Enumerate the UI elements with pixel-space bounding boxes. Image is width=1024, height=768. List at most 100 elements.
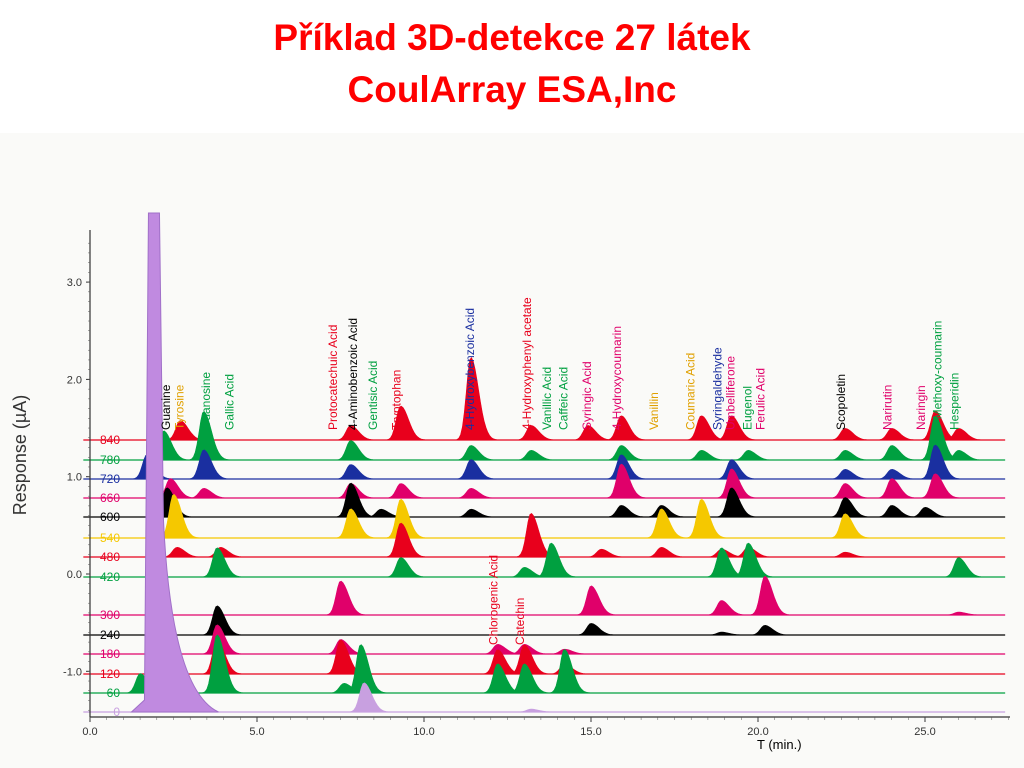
peak-600-7	[827, 497, 871, 518]
peak-300-2	[703, 600, 748, 616]
peak-780-11	[941, 449, 985, 461]
series-label-720: 720	[100, 472, 120, 486]
peak-780-7	[730, 449, 775, 461]
series-label-300: 300	[100, 608, 120, 622]
peak-240-3	[747, 624, 791, 636]
peak-0-0	[346, 682, 390, 713]
peak-600-1	[333, 482, 377, 518]
peak-720-8	[917, 444, 962, 480]
compound-label-7: Tryptophan	[390, 370, 404, 430]
peak-720-4	[603, 454, 648, 480]
compound-label-13: 4-Hydroxycoumarin	[610, 326, 624, 430]
peak-660-7	[827, 483, 871, 499]
peak-240-2	[703, 631, 748, 636]
y-tick-label-0: -1.0	[63, 666, 82, 678]
peak-300-0	[323, 580, 367, 616]
peak-780-2	[333, 440, 377, 461]
compound-label-20: Scopoletin	[834, 374, 848, 430]
peak-420-5	[730, 542, 775, 578]
peak-120-3	[506, 644, 551, 675]
peak-720-5	[713, 459, 758, 480]
peak-60-5	[506, 663, 551, 694]
peak-480-8	[827, 551, 871, 558]
compound-label-24: Hesperidin	[947, 373, 961, 430]
peak-780-6	[683, 449, 728, 461]
peak-300-1	[573, 585, 618, 616]
compound-label-3: Gallic Acid	[223, 374, 237, 430]
peak-660-6	[713, 468, 758, 499]
compound-label-2: Guanosine	[199, 372, 213, 430]
peak-840-9	[827, 428, 871, 441]
series-label-600: 600	[100, 510, 120, 524]
peak-240-1	[573, 623, 618, 636]
peak-420-6	[940, 557, 985, 578]
compound-label-4: Protocatechuic Acid	[326, 325, 340, 430]
compound-label-17: Umbelliferone	[724, 356, 738, 430]
peak-840-3	[453, 357, 497, 441]
series-label-480: 480	[100, 550, 120, 564]
compound-label-23: 7-Methoxy-coumarin	[931, 321, 945, 430]
peak-540-3	[643, 508, 688, 539]
compound-label-18: Eugenol	[740, 386, 754, 430]
peak-240-0	[199, 605, 244, 636]
peak-300-4	[941, 611, 985, 616]
compound-label-19: Ferulic Acid	[754, 368, 768, 430]
y-axis-title: Response (µA)	[10, 395, 30, 515]
peak-840-2	[383, 405, 427, 441]
peak-480-5	[643, 546, 688, 558]
series-label-840: 840	[100, 433, 120, 447]
peak-660-9	[917, 473, 962, 499]
compound-label-21: Narirutin	[881, 385, 895, 430]
peak-840-4	[513, 425, 557, 441]
peak-180-0	[199, 624, 244, 655]
peak-600-9	[907, 506, 952, 518]
compound-label-22: Naringin	[914, 385, 928, 430]
series-label-420: 420	[100, 570, 120, 584]
peak-840-10	[874, 428, 918, 441]
compound-label-1: Tyrosine	[173, 384, 187, 430]
compound-label-26: Catechin	[513, 598, 527, 645]
solvent-front-peak	[130, 212, 219, 713]
peak-720-1	[186, 449, 230, 480]
peak-720-2	[333, 464, 377, 480]
peak-660-5	[603, 463, 648, 499]
peak-780-3	[453, 445, 497, 461]
peak-420-1	[383, 557, 427, 578]
peak-780-9	[874, 445, 918, 461]
peak-540-2	[383, 498, 427, 539]
compound-label-6: Gentisic Acid	[366, 361, 380, 430]
peak-600-4	[603, 505, 648, 518]
peak-780-8	[827, 449, 871, 461]
compound-label-10: Vanillic Acid	[540, 367, 554, 430]
compound-label-12: Syringic Acid	[580, 361, 594, 430]
compound-label-16: Syringaldehyde	[710, 347, 724, 430]
x-tick-label-1: 5.0	[249, 726, 264, 738]
series-label-120: 120	[100, 667, 120, 681]
y-tick-label-2: 1.0	[67, 472, 82, 484]
compound-label-0: Guanine	[159, 384, 173, 430]
peak-720-6	[827, 468, 871, 480]
x-tick-label-5: 25.0	[914, 726, 935, 738]
peak-420-3	[533, 542, 578, 578]
peak-660-3	[383, 483, 427, 499]
series-label-180: 180	[100, 647, 120, 661]
peak-660-4	[453, 487, 497, 499]
peak-660-8	[874, 478, 918, 499]
peak-540-5	[827, 513, 871, 539]
peak-0-1	[513, 708, 557, 713]
peak-780-5	[603, 445, 648, 461]
compound-label-25: Chlorogenic Acid	[486, 555, 500, 645]
y-tick-label-3: 2.0	[67, 374, 82, 386]
peak-780-1	[186, 411, 230, 461]
compound-label-15: Coumaric Acid	[684, 353, 698, 430]
peak-600-8	[874, 505, 918, 518]
compound-label-11: Caffeic Acid	[557, 367, 571, 430]
peak-60-3	[343, 644, 387, 694]
peak-60-6	[546, 649, 591, 694]
peak-660-1	[186, 487, 230, 499]
series-label-660: 660	[100, 491, 120, 505]
compound-label-8: 4-Hydroxybenzoic Acid	[463, 308, 477, 430]
series-label-540: 540	[100, 531, 120, 545]
peak-840-8	[713, 415, 758, 441]
peak-840-12	[941, 428, 985, 441]
